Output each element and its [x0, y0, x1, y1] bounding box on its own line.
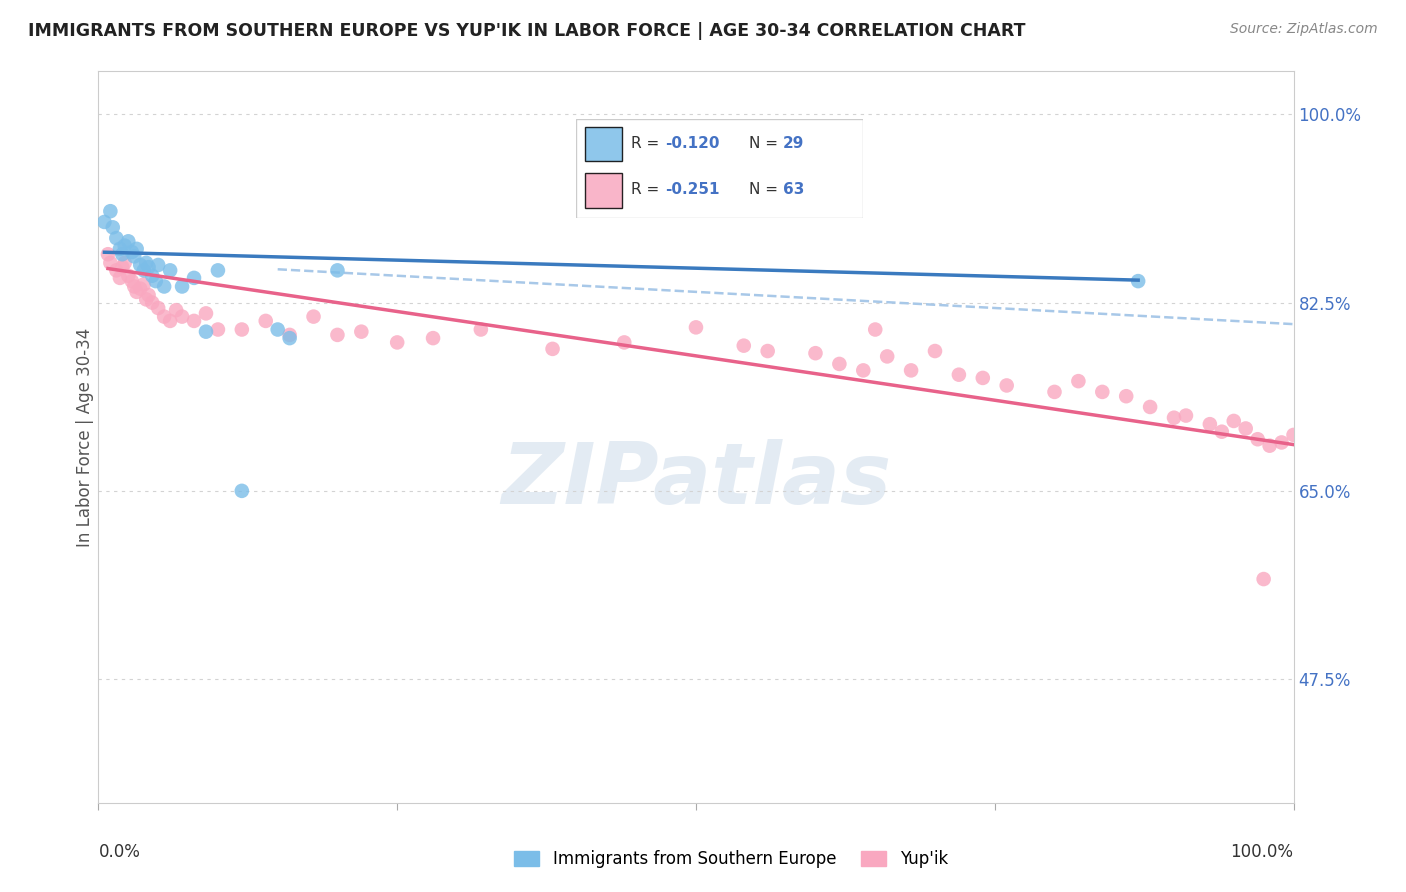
Point [1043, 384, 1066, 399]
Point [108, 271, 131, 285]
Point [159, 314, 181, 328]
Point [148, 258, 170, 272]
Point [804, 346, 827, 360]
Point [541, 342, 564, 356]
Point [124, 279, 146, 293]
Point [183, 314, 205, 328]
Point [865, 322, 887, 336]
Point [1163, 410, 1185, 425]
Point [231, 322, 253, 336]
Point [302, 310, 325, 324]
Text: 0.0%: 0.0% [98, 843, 141, 861]
Point [1247, 432, 1270, 446]
Text: ZIPatlas: ZIPatlas [501, 440, 891, 523]
Point [972, 371, 994, 385]
Point [141, 268, 163, 283]
Point [117, 268, 139, 283]
Point [105, 263, 128, 277]
Point [733, 338, 755, 352]
Point [278, 327, 301, 342]
Point [129, 282, 152, 296]
Point [105, 231, 128, 245]
Point [135, 293, 157, 307]
Point [756, 344, 779, 359]
Point [1115, 389, 1137, 403]
Point [159, 263, 181, 277]
Point [117, 235, 139, 249]
Point [1067, 374, 1090, 388]
Point [138, 288, 160, 302]
Point [97, 247, 120, 261]
Y-axis label: In Labor Force | Age 30-34: In Labor Force | Age 30-34 [76, 327, 94, 547]
Point [129, 258, 152, 272]
Point [267, 322, 290, 336]
Point [111, 247, 134, 261]
Point [685, 320, 707, 334]
Point [141, 295, 163, 310]
Text: IMMIGRANTS FROM SOUTHERN EUROPE VS YUP'IK IN LABOR FORCE | AGE 30-34 CORRELATION: IMMIGRANTS FROM SOUTHERN EUROPE VS YUP'I… [28, 22, 1025, 40]
Point [165, 303, 187, 318]
Point [125, 242, 148, 256]
Point [1282, 428, 1305, 442]
Point [278, 331, 301, 345]
Point [1234, 421, 1257, 435]
Point [326, 263, 349, 277]
Point [876, 350, 898, 364]
Text: 100.0%: 100.0% [1230, 843, 1294, 861]
Point [995, 378, 1018, 392]
Point [172, 279, 194, 293]
Point [1199, 417, 1222, 432]
Point [207, 322, 229, 336]
Point [153, 310, 176, 324]
Point [124, 249, 146, 263]
Point [1128, 274, 1150, 288]
Point [132, 277, 155, 292]
Point [121, 274, 143, 288]
Point [1139, 400, 1161, 414]
Point [1091, 384, 1114, 399]
Point [125, 285, 148, 299]
Point [924, 344, 946, 359]
Point [132, 263, 155, 277]
Point [385, 335, 409, 350]
Point [138, 260, 160, 274]
Point [195, 306, 218, 320]
Point [1175, 409, 1198, 423]
Point [98, 204, 122, 219]
Legend: Immigrants from Southern Europe, Yup'ik: Immigrants from Southern Europe, Yup'ik [508, 844, 955, 875]
Point [114, 238, 136, 252]
Point [254, 314, 277, 328]
Point [948, 368, 970, 382]
Point [98, 256, 122, 270]
Text: Source: ZipAtlas.com: Source: ZipAtlas.com [1230, 22, 1378, 37]
Point [326, 327, 349, 342]
Point [121, 245, 143, 260]
Point [135, 256, 157, 270]
Point [93, 215, 115, 229]
Point [114, 256, 136, 270]
Point [1223, 414, 1246, 428]
Point [613, 335, 636, 350]
Point [422, 331, 444, 345]
Point [183, 271, 205, 285]
Point [108, 242, 131, 256]
Point [101, 220, 124, 235]
Point [231, 483, 253, 498]
Point [145, 274, 167, 288]
Point [1253, 572, 1275, 586]
Point [153, 279, 176, 293]
Point [900, 363, 922, 377]
Point [148, 301, 170, 315]
Point [852, 363, 875, 377]
Point [172, 310, 194, 324]
Point [1211, 425, 1233, 439]
Point [1258, 439, 1281, 453]
Point [1271, 435, 1294, 450]
Point [111, 260, 134, 274]
Point [470, 322, 492, 336]
Point [350, 325, 373, 339]
Point [195, 325, 218, 339]
Point [207, 263, 229, 277]
Point [828, 357, 851, 371]
